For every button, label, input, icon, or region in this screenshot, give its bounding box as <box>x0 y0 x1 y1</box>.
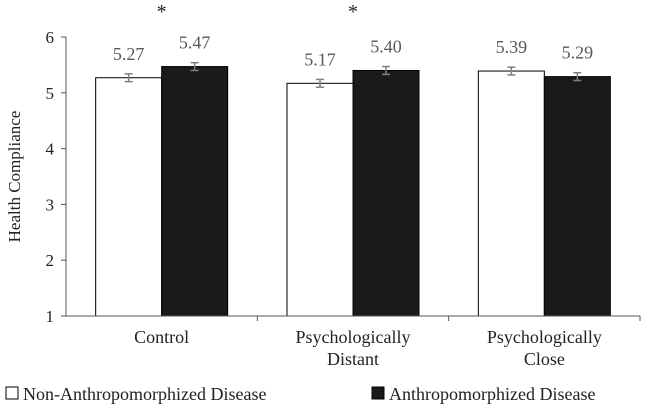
category-label: Control <box>134 327 189 347</box>
bar <box>161 66 229 317</box>
data-label: 5.39 <box>496 37 528 57</box>
bar <box>477 70 545 317</box>
bar <box>543 76 611 317</box>
y-tick-label: 3 <box>46 195 55 214</box>
data-label: 5.29 <box>562 43 594 63</box>
legend-swatch <box>5 386 19 400</box>
data-label: 5.40 <box>370 37 402 57</box>
legend-entry: Non-Anthropomorphized Disease <box>23 384 266 404</box>
data-label: 5.27 <box>113 44 145 64</box>
category-label: Close <box>524 349 565 369</box>
legend-entry: Anthropomorphized Disease <box>389 384 595 404</box>
bars <box>95 66 611 317</box>
y-tick-label: 4 <box>46 140 55 159</box>
y-tick-label: 5 <box>46 84 55 103</box>
data-label: 5.17 <box>304 49 336 69</box>
category-label: Psychologically <box>296 327 411 347</box>
data-labels: 5.27 5.47 5.17 5.40 5.39 5.29 <box>113 33 593 70</box>
bar <box>352 69 420 317</box>
significance-asterisk: * <box>157 1 167 23</box>
y-axis-title: Health Compliance <box>5 111 24 243</box>
y-tick-label: 6 <box>46 28 55 47</box>
data-label: 5.47 <box>179 33 211 53</box>
significance-asterisk: * <box>348 1 358 23</box>
x-axis: Control PsychologicallyDistantPsychologic… <box>66 315 641 369</box>
y-tick-label: 2 <box>46 251 55 270</box>
y-axis: 1 2 3 4 5 6 Health Compliance <box>5 28 67 326</box>
category-label: Psychologically <box>487 327 602 347</box>
significance-marks: * * <box>157 1 358 23</box>
legend: Non-Anthropomorphized Disease Anthropomor… <box>5 384 595 404</box>
error-bars <box>124 61 582 88</box>
category-label: Distant <box>327 349 379 369</box>
bar <box>286 82 354 317</box>
y-tick-label: 1 <box>46 307 55 326</box>
legend-swatch <box>371 386 385 400</box>
bar <box>95 77 163 317</box>
